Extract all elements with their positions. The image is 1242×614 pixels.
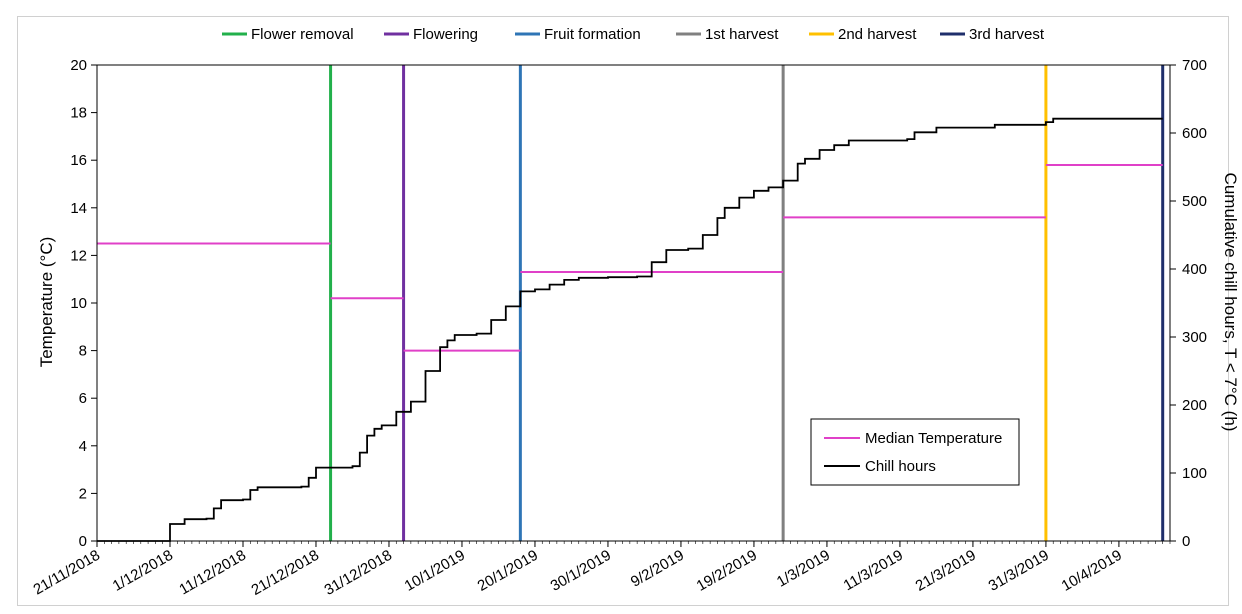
y2-tick-label: 700 — [1182, 57, 1207, 74]
legend-label: Flowering — [413, 26, 478, 43]
legend-top: Flower removal Flowering Fruit formation 1s… — [222, 26, 1045, 43]
x-tick-label: 1/3/2019 — [774, 547, 833, 591]
legend-label: 1st harvest — [705, 26, 779, 43]
x-tick-label: 9/2/2019 — [628, 547, 687, 591]
x-tick-label: 21/12/2018 — [248, 547, 322, 599]
x-tick-label: 30/1/2019 — [548, 547, 614, 595]
plot-series — [97, 65, 1165, 542]
x-tick-label: 19/2/2019 — [694, 547, 760, 595]
legend-label: Fruit formation — [544, 26, 641, 43]
y2-tick-label: 200 — [1182, 397, 1207, 414]
x-tick-label: 31/12/2018 — [321, 547, 395, 599]
x-tick-label: 11/3/2019 — [841, 547, 906, 595]
y-tick-label: 8 — [79, 343, 87, 360]
x-tick-label: 21/3/2019 — [913, 547, 979, 595]
legend-label: Chill hours — [865, 458, 936, 475]
x-tick-label: 1/12/2018 — [110, 547, 176, 595]
y-tick-label: 12 — [70, 247, 87, 264]
x-tick-label: 21/11/2018 — [30, 547, 103, 599]
chart-frame — [17, 16, 1229, 606]
y-axis-title: Temperature (°C) — [37, 237, 56, 368]
y2-axis-title: Cumulative chill hours, T < 7°C (h) — [1221, 173, 1240, 432]
legend-inner: Median Temperature Chill hours — [810, 418, 1020, 486]
y-tick-label: 6 — [79, 390, 87, 407]
inner-legend-box — [810, 418, 1020, 486]
legend-label: 2nd harvest — [838, 26, 917, 43]
y-tick-label: 0 — [79, 533, 87, 550]
legend-label: Median Temperature — [865, 430, 1002, 447]
y2-tick-label: 300 — [1182, 329, 1207, 346]
y-tick-label: 2 — [79, 485, 87, 502]
y-tick-label: 18 — [70, 105, 87, 122]
x-tick-label: 20/1/2019 — [475, 547, 541, 595]
x-tick-label: 31/3/2019 — [986, 547, 1052, 595]
y2-tick-label: 100 — [1182, 465, 1207, 482]
y2-tick-label: 400 — [1182, 261, 1207, 278]
y-tick-label: 14 — [70, 200, 87, 217]
legend-label: Flower removal — [251, 26, 354, 43]
y-tick-label: 10 — [70, 295, 87, 312]
y-tick-label: 4 — [79, 438, 87, 455]
y2-tick-label: 600 — [1182, 125, 1207, 142]
y2-tick-label: 0 — [1182, 533, 1190, 550]
y-tick-label: 20 — [70, 57, 87, 74]
x-tick-label: 11/12/2018 — [176, 547, 249, 599]
y2-tick-label: 500 — [1182, 193, 1207, 210]
x-tick-label: 10/4/2019 — [1059, 547, 1125, 595]
y-tick-label: 16 — [70, 152, 87, 169]
x-tick-label: 10/1/2019 — [402, 547, 468, 595]
legend-label: 3rd harvest — [969, 26, 1045, 43]
chill-hours-line — [97, 117, 1163, 542]
